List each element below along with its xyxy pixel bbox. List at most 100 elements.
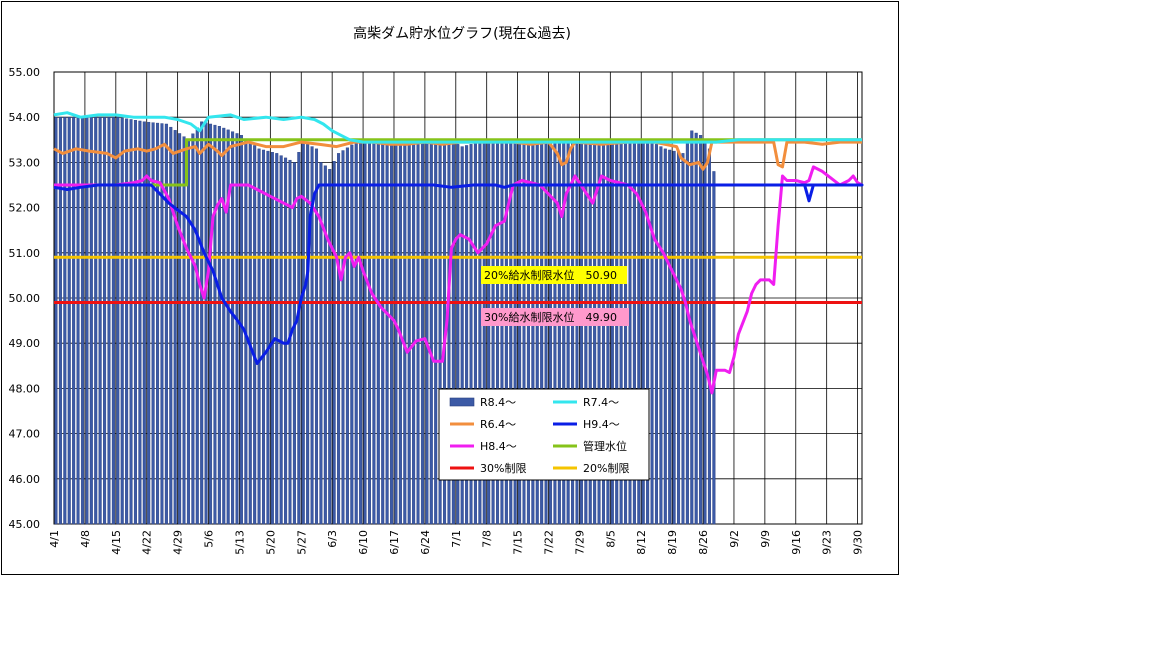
x-tick-label: 7/15 — [512, 530, 525, 555]
y-tick-label: 50.00 — [9, 292, 41, 305]
bar — [359, 141, 363, 525]
bar — [257, 148, 261, 525]
bar — [328, 168, 332, 525]
legend-label: 20%制限 — [583, 462, 629, 475]
bar — [231, 131, 235, 525]
bar — [297, 152, 301, 525]
y-tick-label: 45.00 — [9, 518, 41, 531]
legend-swatch — [449, 397, 475, 407]
x-tick-label: 7/29 — [573, 530, 586, 555]
bar — [80, 116, 85, 525]
bar — [323, 165, 327, 525]
bar — [67, 116, 71, 525]
bar — [372, 141, 376, 525]
bar — [107, 116, 111, 525]
line-series — [53, 111, 864, 395]
bar — [403, 141, 407, 525]
x-tick-label: 6/10 — [357, 530, 370, 555]
bar — [182, 136, 186, 525]
bar — [85, 116, 89, 525]
x-tick-label: 5/27 — [295, 530, 308, 555]
bar — [160, 123, 164, 525]
x-tick-label: 5/13 — [233, 530, 246, 555]
annotation-box — [481, 266, 627, 284]
bar — [125, 118, 129, 525]
bar — [469, 144, 473, 525]
x-tick-label: 5/6 — [203, 530, 216, 548]
bar — [703, 141, 707, 525]
bar — [367, 141, 371, 525]
bar — [98, 116, 102, 525]
bar — [420, 141, 424, 525]
bar — [663, 148, 667, 525]
annotation-text: 20%給水制限水位 50.90 — [484, 268, 617, 282]
bar — [332, 161, 336, 525]
bar — [156, 122, 160, 525]
x-tick-label: 4/1 — [48, 530, 61, 548]
x-tick-label: 4/8 — [79, 530, 92, 548]
x-tick-label: 6/17 — [388, 530, 401, 555]
bar — [186, 139, 190, 525]
x-tick-label: 7/1 — [450, 530, 463, 548]
legend-label: H9.4～ — [583, 418, 620, 431]
bar — [248, 141, 252, 525]
bar — [412, 141, 416, 525]
y-tick-label: 53.00 — [9, 156, 41, 169]
bar — [429, 141, 433, 525]
y-tick-label: 49.00 — [9, 337, 41, 350]
bar — [650, 141, 654, 525]
x-tick-label: 8/19 — [666, 530, 679, 555]
bar — [208, 123, 213, 525]
x-tick-label: 9/23 — [821, 530, 834, 555]
bar — [226, 129, 230, 525]
bar — [116, 116, 120, 525]
legend-label: 管理水位 — [583, 439, 627, 453]
legend: R8.4～ R7.4～ R6.4～ H9.4～ H8.4～ 管理水位 30%制限 20%制限 — [438, 388, 650, 481]
bar — [54, 116, 58, 525]
bar — [76, 116, 80, 525]
series-line — [53, 140, 862, 171]
bar — [672, 150, 676, 525]
bar — [133, 120, 137, 525]
bar — [381, 141, 385, 525]
bar — [685, 141, 689, 525]
y-tick-label: 55.00 — [9, 66, 41, 79]
x-tick-label: 6/24 — [419, 530, 432, 555]
legend-label: 30%制限 — [480, 462, 526, 475]
bar — [222, 127, 226, 525]
bar — [58, 116, 62, 525]
bar — [103, 116, 107, 525]
bar — [120, 117, 124, 525]
bar — [350, 144, 354, 525]
bar — [200, 121, 204, 525]
y-tick-label: 46.00 — [9, 473, 41, 486]
bar — [434, 141, 438, 525]
y-tick-label: 52.00 — [9, 202, 41, 215]
x-tick-label: 9/2 — [728, 530, 741, 548]
chart-title: 高柴ダム貯水位グラフ(現在&過去) — [353, 25, 571, 42]
bar — [707, 148, 711, 525]
x-tick-label: 7/8 — [481, 530, 494, 548]
bar — [72, 116, 76, 525]
series-line — [53, 183, 864, 365]
bar — [668, 149, 672, 525]
x-tick-label: 8/12 — [635, 530, 648, 555]
x-tick-label: 6/3 — [326, 530, 339, 548]
bar — [416, 141, 420, 525]
bar — [284, 157, 288, 525]
bar — [217, 126, 221, 525]
bar — [460, 146, 464, 525]
bar — [407, 141, 411, 525]
annotation-text: 30%給水制限水位 49.90 — [484, 310, 617, 324]
bar — [63, 116, 67, 525]
y-tick-label: 48.00 — [9, 382, 41, 395]
bar — [213, 124, 217, 525]
bar — [354, 141, 358, 525]
bar — [712, 171, 716, 525]
annotation-box — [481, 308, 629, 326]
bar — [394, 141, 398, 525]
bar — [341, 150, 345, 525]
bar — [319, 162, 323, 525]
bar — [111, 116, 115, 525]
bar — [94, 116, 98, 525]
